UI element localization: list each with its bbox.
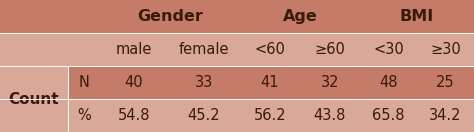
Bar [300, 66, 360, 99]
Bar [68, 66, 100, 99]
Text: 56.2: 56.2 [254, 108, 286, 123]
Text: 65.8: 65.8 [372, 108, 405, 123]
Bar [300, 33, 360, 66]
Bar [360, 0, 474, 33]
Text: 32: 32 [321, 75, 339, 90]
Bar [417, 99, 474, 132]
Text: 40: 40 [125, 75, 143, 90]
Bar [100, 33, 168, 66]
Bar [240, 33, 300, 66]
Text: 34.2: 34.2 [429, 108, 462, 123]
Text: <30: <30 [373, 42, 404, 57]
Text: <60: <60 [255, 42, 285, 57]
Bar [417, 33, 474, 66]
Text: ≥30: ≥30 [430, 42, 461, 57]
Bar [360, 33, 417, 66]
Bar [168, 99, 240, 132]
Text: 43.8: 43.8 [314, 108, 346, 123]
Bar [168, 33, 240, 66]
Text: 25: 25 [436, 75, 455, 90]
Bar [168, 66, 240, 99]
Bar [100, 0, 240, 33]
Bar [300, 99, 360, 132]
Text: N: N [79, 75, 90, 90]
Text: 33: 33 [195, 75, 213, 90]
Text: 41: 41 [261, 75, 279, 90]
Bar [240, 0, 360, 33]
Text: %: % [77, 108, 91, 123]
Bar [0, 0, 100, 33]
Bar [100, 66, 168, 99]
Text: BMI: BMI [400, 9, 434, 24]
Bar [360, 99, 417, 132]
Text: Age: Age [283, 9, 318, 24]
Bar [68, 99, 100, 132]
Bar [360, 66, 417, 99]
Bar [0, 33, 100, 66]
Bar [0, 66, 68, 132]
Text: male: male [116, 42, 152, 57]
Text: female: female [179, 42, 229, 57]
Bar [417, 66, 474, 99]
Text: 54.8: 54.8 [118, 108, 150, 123]
Text: 48: 48 [379, 75, 398, 90]
Text: 45.2: 45.2 [188, 108, 220, 123]
Text: Count: Count [9, 91, 59, 107]
Text: Gender: Gender [137, 9, 203, 24]
Text: ≥60: ≥60 [315, 42, 346, 57]
Bar [240, 66, 300, 99]
Bar [240, 99, 300, 132]
Bar [100, 99, 168, 132]
